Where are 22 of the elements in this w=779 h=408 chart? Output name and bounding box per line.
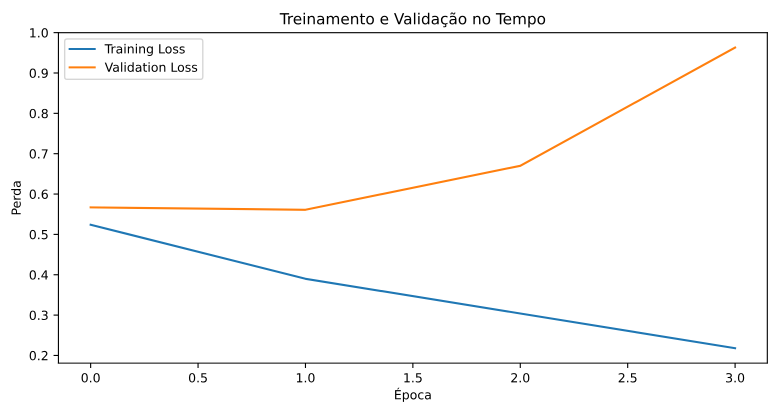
legend-label: Training Loss <box>104 44 185 56</box>
y-tick-label: 0.2 <box>30 350 48 360</box>
y-tick-label: 0.3 <box>30 310 48 320</box>
y-tick-label: 0.5 <box>30 230 48 240</box>
chart-title: Treinamento e Validação no Tempo <box>280 12 546 28</box>
x-tick-label: 2.0 <box>511 373 530 383</box>
y-axis-title: Perda <box>11 181 21 214</box>
x-tick-label: 3.0 <box>726 373 744 383</box>
y-tick-label: 1.0 <box>30 28 48 38</box>
x-tick-label: 2.5 <box>618 373 637 383</box>
y-tick-label: 0.8 <box>30 108 48 118</box>
x-tick-label: 1.0 <box>296 373 315 383</box>
y-tick-label: 0.4 <box>30 270 48 280</box>
x-tick-label: 0.5 <box>188 373 207 383</box>
y-tick-label: 0.7 <box>30 149 48 159</box>
line-series <box>90 224 736 350</box>
x-tick-label: 1.5 <box>404 373 422 383</box>
y-tick-label: 0.6 <box>30 190 48 199</box>
x-axis-title: Época <box>395 388 431 402</box>
legend-label: Validation Loss <box>104 62 198 72</box>
y-tick-label: 0.9 <box>30 68 48 78</box>
x-tick-label: 0.0 <box>82 373 100 383</box>
